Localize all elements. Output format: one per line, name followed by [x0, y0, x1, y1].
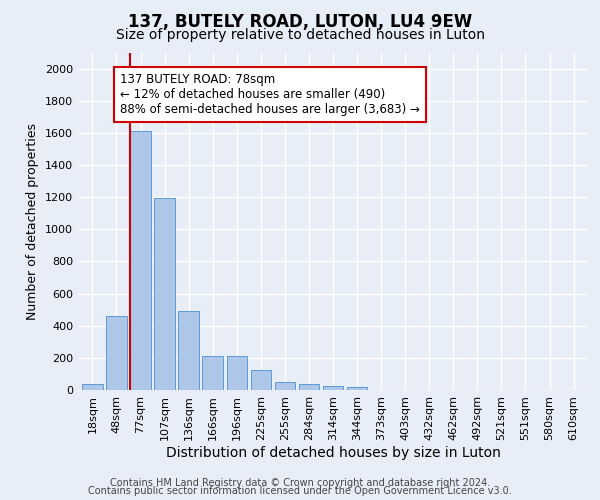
Bar [106, 316, 127, 390]
Bar [299, 384, 319, 390]
Bar [130, 131, 151, 390]
Bar [227, 356, 247, 390]
Text: Contains HM Land Registry data © Crown copyright and database right 2024.: Contains HM Land Registry data © Crown c… [110, 478, 490, 488]
X-axis label: Distribution of detached houses by size in Luton: Distribution of detached houses by size … [166, 446, 500, 460]
Text: 137, BUTELY ROAD, LUTON, LU4 9EW: 137, BUTELY ROAD, LUTON, LU4 9EW [128, 12, 472, 30]
Text: Contains public sector information licensed under the Open Government Licence v3: Contains public sector information licen… [88, 486, 512, 496]
Bar [178, 311, 199, 390]
Text: 137 BUTELY ROAD: 78sqm
← 12% of detached houses are smaller (490)
88% of semi-de: 137 BUTELY ROAD: 78sqm ← 12% of detached… [120, 74, 420, 116]
Bar [82, 384, 103, 390]
Bar [275, 382, 295, 390]
Text: Size of property relative to detached houses in Luton: Size of property relative to detached ho… [115, 28, 485, 42]
Bar [202, 356, 223, 390]
Bar [323, 386, 343, 390]
Bar [251, 370, 271, 390]
Bar [347, 387, 367, 390]
Y-axis label: Number of detached properties: Number of detached properties [26, 122, 40, 320]
Bar [154, 198, 175, 390]
